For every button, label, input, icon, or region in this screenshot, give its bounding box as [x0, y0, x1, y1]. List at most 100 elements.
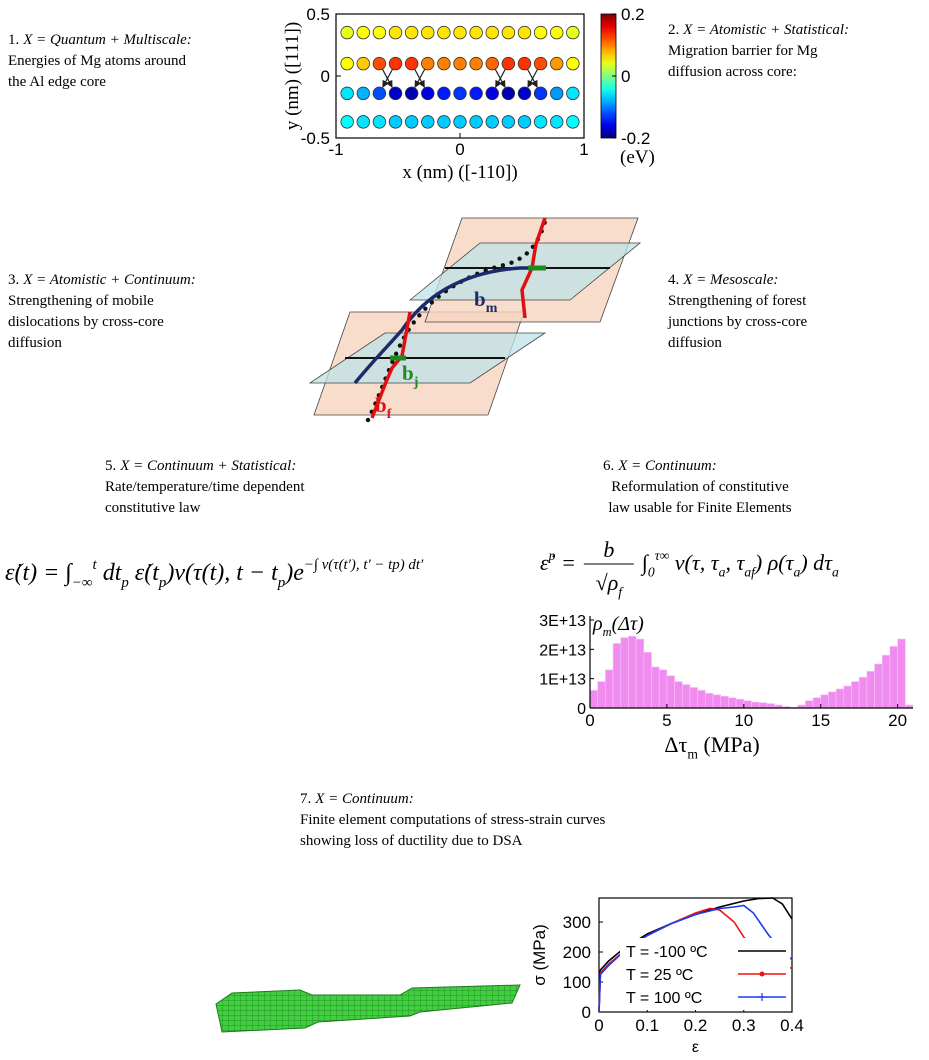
atom	[405, 57, 418, 70]
y-tick-label: 1E+13	[539, 672, 586, 689]
atom	[389, 87, 402, 100]
atom	[534, 116, 547, 129]
text-part: )ν(τ(t), t − t	[164, 560, 279, 586]
text-part: (MPa)	[698, 732, 760, 757]
atom	[550, 116, 563, 129]
solute-dot	[417, 313, 421, 317]
atom	[550, 57, 563, 70]
text-part: (Δτ)	[612, 613, 645, 635]
bar	[644, 652, 652, 708]
bar	[690, 687, 698, 708]
panel-heading: 2.X = Atomistic + Statistical:	[668, 22, 849, 38]
solute-dot	[501, 263, 505, 267]
atom	[438, 116, 451, 129]
label-main: b	[402, 361, 414, 385]
atom	[373, 26, 386, 39]
figure-canvas: 1.X = Quantum + Multiscale: Energies of M…	[0, 0, 929, 1060]
colorbar-label: (eV)	[620, 147, 655, 168]
colorbar-tick-label: 0.2	[621, 5, 645, 24]
x-tick-label: 0.1	[635, 1016, 659, 1035]
bar	[605, 670, 613, 708]
label-main: b	[375, 393, 387, 417]
atom	[421, 116, 434, 129]
x-tick-label: 0.3	[732, 1016, 756, 1035]
label-sub: j	[413, 375, 419, 390]
panel-text: junctions by cross-core	[667, 314, 807, 330]
atom	[389, 26, 402, 39]
y-axis-label: y (nm) ([111])	[282, 22, 303, 130]
panel-text: Energies of Mg atoms around	[8, 53, 187, 69]
atom	[357, 87, 370, 100]
text-part: ε̇(t	[129, 560, 160, 586]
bar	[675, 682, 683, 708]
atom	[421, 26, 434, 39]
panel-heading: 5.X = Continuum + Statistical:	[105, 458, 296, 474]
atom	[534, 57, 547, 70]
text-part: m	[687, 747, 698, 762]
bar	[828, 692, 836, 708]
bar	[890, 646, 898, 708]
y-tick-label: 2E+13	[539, 642, 586, 659]
atom	[518, 116, 531, 129]
atom	[502, 26, 515, 39]
panel-number: 5.	[105, 458, 116, 474]
bar	[752, 702, 760, 708]
atom	[438, 26, 451, 39]
atom	[357, 26, 370, 39]
bar	[882, 655, 890, 708]
y-tick-label: 100	[563, 973, 591, 992]
panel-title: X = Mesoscale:	[682, 272, 778, 288]
atom	[373, 87, 386, 100]
panel-text: showing loss of ductility due to DSA	[300, 833, 523, 849]
atom	[438, 57, 451, 70]
bar	[590, 690, 598, 708]
panel-number: 6.	[603, 458, 614, 474]
y-tick-label: 300	[563, 913, 591, 932]
panel-text: Migration barrier for Mg	[668, 43, 818, 59]
atom	[567, 26, 580, 39]
atom	[357, 57, 370, 70]
bar	[698, 690, 706, 708]
text-part: ) ρ(τ	[753, 550, 795, 575]
solute-dot	[394, 352, 398, 356]
x-tick-label: 0.2	[684, 1016, 708, 1035]
panel-text: Strengthening of forest	[668, 293, 807, 309]
panel-text: the Al edge core	[8, 74, 106, 90]
bar	[636, 639, 644, 708]
atom	[486, 87, 499, 100]
text-part: Δτ	[664, 732, 687, 757]
text-part: p	[120, 575, 128, 591]
panel-heading: 3.X = Atomistic + Continuum:	[8, 272, 196, 288]
x-tick-label: 20	[888, 711, 907, 730]
x-tick-label: 0	[585, 711, 594, 730]
colorbar-tick-label: 0	[621, 67, 630, 86]
x-tick-label: 0	[594, 1016, 603, 1035]
bar	[713, 695, 721, 708]
bar	[836, 689, 844, 708]
bar	[682, 685, 690, 708]
atom	[550, 26, 563, 39]
legend-marker	[760, 972, 765, 977]
y-tick-label: 0	[582, 1003, 591, 1022]
panel-number: 1.	[8, 32, 19, 48]
label-sub: m	[486, 301, 498, 316]
figure: 1.X = Quantum + Multiscale: Energies of M…	[0, 0, 929, 1060]
x-tick-label: -1	[328, 140, 343, 159]
panel-title: X = Quantum + Multiscale:	[22, 32, 192, 48]
atom	[454, 116, 467, 129]
atom	[470, 116, 483, 129]
atom	[486, 26, 499, 39]
panel-heading: 6.X = Continuum:	[603, 458, 717, 474]
bar	[628, 636, 636, 708]
atom	[502, 57, 515, 70]
text-part: √ρ	[596, 570, 619, 595]
panel-title: X = Continuum:	[617, 458, 716, 474]
atom	[389, 116, 402, 129]
bar	[813, 698, 821, 708]
bar	[621, 638, 629, 708]
atom	[486, 57, 499, 70]
y-tick-label: 0.5	[306, 5, 330, 24]
text-part: dt	[97, 560, 123, 586]
text-part: , τ	[725, 550, 745, 575]
y-tick-label: 0	[577, 701, 586, 718]
